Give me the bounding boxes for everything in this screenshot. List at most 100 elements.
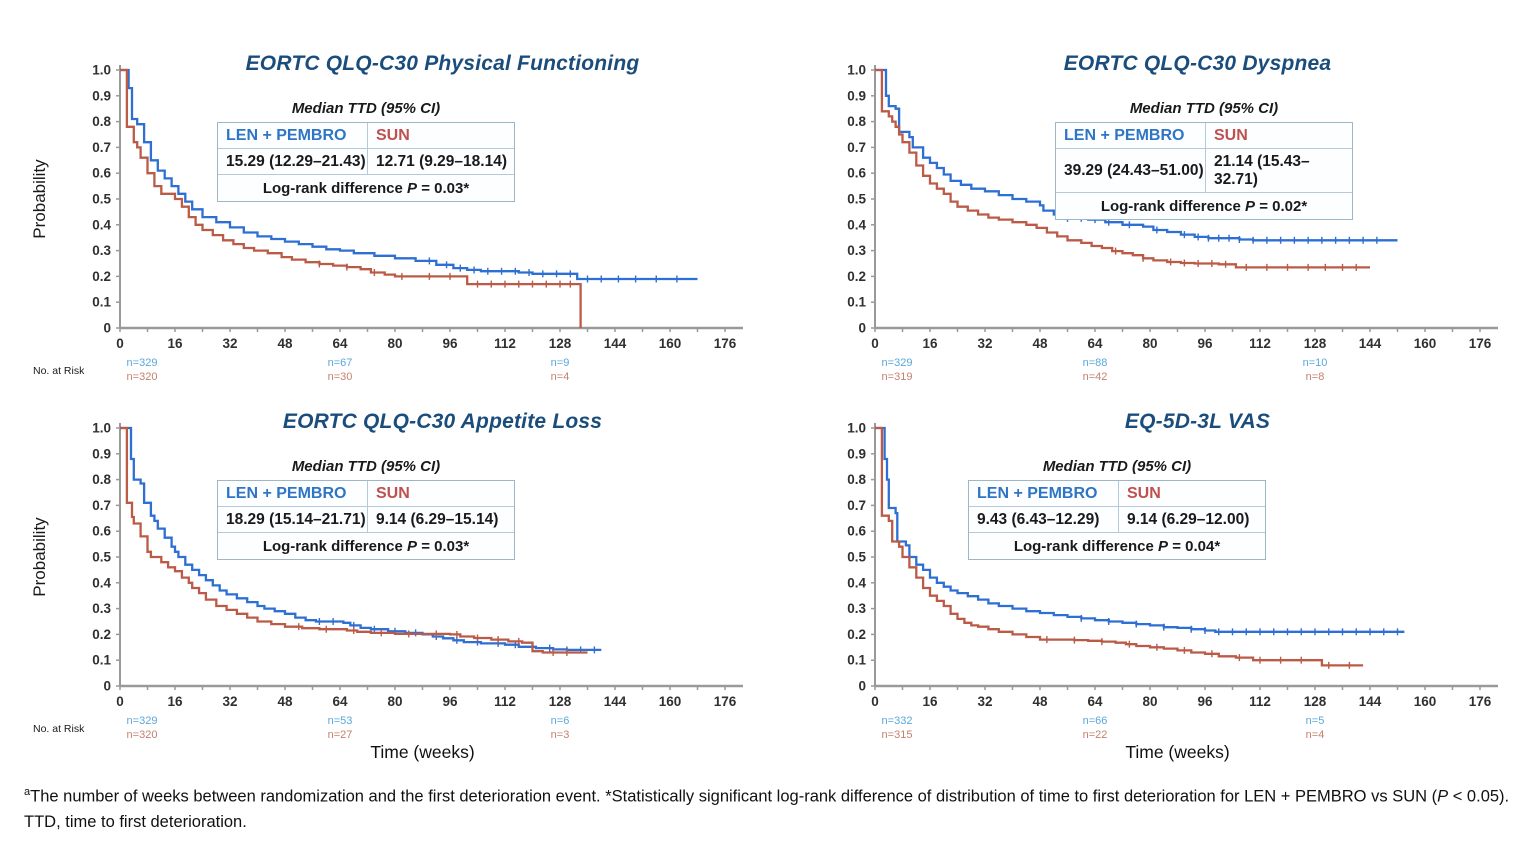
table-header-sun: SUN: [1119, 481, 1265, 507]
at-risk-sun-value: n=320: [127, 371, 158, 383]
svg-text:0.2: 0.2: [92, 627, 111, 642]
sun-censor-marks: [318, 260, 572, 288]
svg-text:160: 160: [1414, 336, 1437, 351]
svg-text:0.6: 0.6: [847, 524, 866, 539]
sun-curve: [875, 68, 1370, 269]
svg-text:0.2: 0.2: [92, 269, 111, 284]
x-axis-label: Time (weeks): [370, 742, 474, 762]
at-risk-len-value: n=332: [882, 715, 913, 727]
svg-text:0.8: 0.8: [847, 472, 866, 487]
svg-text:112: 112: [494, 694, 516, 709]
svg-text:176: 176: [1469, 694, 1492, 709]
table-value-len-pembro: 18.29 (15.14–21.71): [218, 507, 368, 533]
p-value-text: = 0.03*: [417, 538, 470, 555]
svg-text:1.0: 1.0: [92, 63, 111, 78]
axes: [874, 423, 1498, 688]
y-axis-label: Probability: [30, 159, 49, 239]
at-risk-rows: n=329 n=320 n=67 n=30 n=9 n=4: [127, 357, 570, 383]
chart-title-eq5d-vas: EQ-5D-3L VAS: [1124, 410, 1271, 433]
svg-text:112: 112: [1249, 694, 1271, 709]
len-pembro-curve: [120, 68, 698, 281]
x-axis-ticks: 0 16 32 48 64 80 96 112 128 144 160 176: [116, 686, 737, 709]
svg-text:144: 144: [1359, 694, 1382, 709]
at-risk-rows: n=329 n=320 n=53 n=27 n=6 n=3: [127, 715, 570, 741]
svg-text:0.5: 0.5: [847, 192, 866, 207]
chart-title-physical-functioning: EORTC QLQ-C30 Physical Functioning: [245, 52, 640, 75]
svg-text:0.9: 0.9: [847, 88, 866, 103]
svg-text:16: 16: [167, 336, 183, 351]
log-rank-text: Log-rank difference: [262, 538, 408, 555]
footnote-text: The number of weeks between randomizatio…: [30, 787, 1438, 806]
figure-footnote: aThe number of weeks between randomizati…: [24, 784, 1516, 836]
at-risk-len-value: n=9: [551, 357, 570, 369]
svg-text:0.3: 0.3: [847, 601, 866, 616]
axes: [119, 65, 743, 330]
svg-text:48: 48: [277, 336, 293, 351]
len-pembro-censor-marks: [1080, 614, 1399, 636]
log-rank-p-value: Log-rank difference P = 0.03*: [218, 175, 514, 201]
p-symbol: P: [407, 538, 418, 555]
sun-censor-marks: [1114, 247, 1357, 271]
at-risk-len-value: n=67: [328, 357, 353, 369]
svg-text:0.2: 0.2: [847, 627, 866, 642]
chart-title-appetite-loss: EORTC QLQ-C30 Appetite Loss: [282, 410, 603, 433]
median-ttd-table: LEN + PEMBRO SUN 18.29 (15.14–21.71) 9.1…: [217, 480, 515, 560]
svg-text:0.4: 0.4: [847, 575, 866, 590]
at-risk-len-value: n=329: [882, 357, 913, 369]
y-axis-label: Probability: [30, 517, 49, 597]
svg-text:112: 112: [1249, 336, 1271, 351]
svg-text:64: 64: [332, 336, 348, 351]
svg-text:32: 32: [222, 336, 237, 351]
svg-text:0.3: 0.3: [92, 243, 111, 258]
panel-eq5d-vas: 0 0.1 0.2 0.3 0.4 0.5 0.6 0.7 0.8 0.9 1.0 0 16 32 48 64…: [780, 398, 1520, 768]
svg-text:32: 32: [222, 694, 237, 709]
at-risk-sun-value: n=30: [328, 371, 353, 383]
at-risk-len-value: n=53: [328, 715, 353, 727]
chart-title-dyspnea: EORTC QLQ-C30 Dyspnea: [1063, 52, 1332, 75]
at-risk-sun-value: n=315: [882, 729, 913, 741]
x-axis-label: Time (weeks): [1125, 742, 1229, 762]
svg-text:0.6: 0.6: [92, 166, 111, 181]
svg-text:144: 144: [604, 336, 627, 351]
svg-text:96: 96: [1197, 694, 1213, 709]
svg-text:0.1: 0.1: [92, 295, 111, 310]
svg-text:0: 0: [858, 321, 866, 336]
svg-text:48: 48: [1032, 336, 1048, 351]
svg-text:128: 128: [1304, 694, 1327, 709]
no-at-risk-label: No. at Risk: [33, 365, 85, 377]
svg-text:48: 48: [1032, 694, 1048, 709]
y-axis-ticks: 0 0.1 0.2 0.3 0.4 0.5 0.6 0.7 0.8 0.9 1.0: [92, 63, 120, 336]
footnote-p-symbol: P: [1437, 787, 1449, 806]
panel-appetite-loss: 0 0.1 0.2 0.3 0.4 0.5 0.6 0.7 0.8 0.9 1.0 0 16 32 48 64…: [25, 398, 765, 768]
svg-text:0.6: 0.6: [847, 166, 866, 181]
svg-text:0: 0: [116, 694, 124, 709]
at-risk-len-value: n=88: [1083, 357, 1108, 369]
log-rank-text: Log-rank difference: [1013, 538, 1159, 555]
axes: [874, 65, 1498, 330]
svg-text:144: 144: [1359, 336, 1382, 351]
svg-text:96: 96: [442, 336, 458, 351]
median-ttd-table: LEN + PEMBRO SUN 9.43 (6.43–12.29) 9.14 …: [968, 480, 1266, 560]
svg-text:0.5: 0.5: [847, 550, 866, 565]
svg-text:176: 176: [714, 694, 737, 709]
y-axis-ticks: 0 0.1 0.2 0.3 0.4 0.5 0.6 0.7 0.8 0.9 1.0: [847, 421, 875, 694]
at-risk-rows: n=332 n=315 n=66 n=22 n=5 n=4: [882, 715, 1325, 741]
svg-text:16: 16: [922, 694, 938, 709]
p-symbol: P: [407, 180, 418, 197]
at-risk-sun-value: n=4: [1306, 729, 1325, 741]
svg-text:1.0: 1.0: [847, 63, 866, 78]
table-header-len-pembro: LEN + PEMBRO: [218, 123, 368, 149]
median-ttd-table: LEN + PEMBRO SUN 39.29 (24.43–51.00) 21.…: [1055, 122, 1353, 220]
at-risk-len-value: n=329: [127, 357, 158, 369]
svg-text:144: 144: [604, 694, 627, 709]
y-axis-ticks: 0 0.1 0.2 0.3 0.4 0.5 0.6 0.7 0.8 0.9 1.0: [847, 63, 875, 336]
svg-text:80: 80: [387, 336, 402, 351]
at-risk-len-value: n=10: [1303, 357, 1328, 369]
at-risk-len-value: n=329: [127, 715, 158, 727]
len-pembro-censor-marks: [428, 257, 678, 283]
p-value-text: = 0.04*: [1168, 538, 1221, 555]
table-header-sun: SUN: [368, 123, 514, 149]
svg-text:80: 80: [1142, 694, 1157, 709]
svg-text:0.7: 0.7: [92, 498, 111, 513]
at-risk-sun-value: n=319: [882, 371, 913, 383]
